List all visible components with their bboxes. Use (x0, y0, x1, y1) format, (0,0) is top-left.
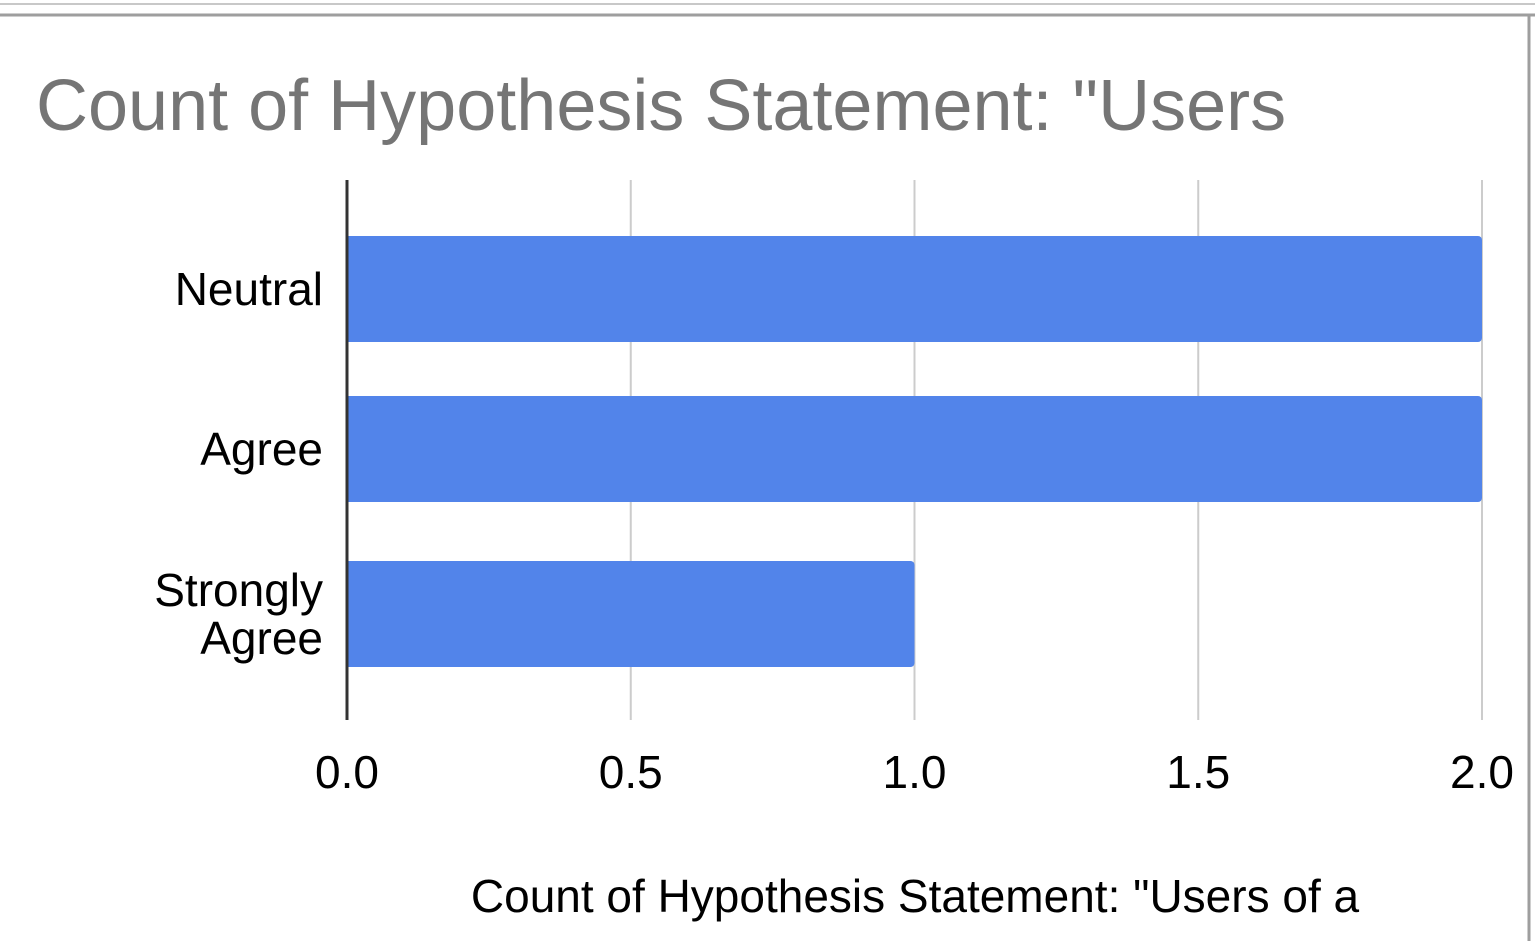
bar-left-edge (347, 396, 355, 502)
x-tick-label: 1.0 (883, 746, 947, 798)
category-label-line: Strongly (154, 564, 323, 616)
chart-title: Count of Hypothesis Statement: "Users (36, 66, 1286, 146)
category-label: Strongly Agree (154, 564, 323, 664)
sheet-gridlines (0, 3, 1535, 941)
bar-left-edge (347, 236, 355, 342)
category-label-line: Agree (200, 612, 323, 664)
category-label: Agree (200, 423, 323, 475)
bar-left-edge (347, 561, 355, 667)
x-tick-label: 2.0 (1450, 746, 1514, 798)
bars (347, 236, 1482, 667)
category-label-line: Agree (200, 423, 323, 475)
x-tick-labels: 0.0 0.5 1.0 1.5 2.0 (315, 746, 1514, 798)
category-label-line: Neutral (175, 263, 323, 315)
x-tick-label: 0.5 (599, 746, 663, 798)
bar[interactable] (347, 561, 915, 667)
bar[interactable] (347, 236, 1482, 342)
x-axis-title: Count of Hypothesis Statement: "Users of… (471, 870, 1360, 922)
x-tick-label: 1.5 (1166, 746, 1230, 798)
x-tick-label: 0.0 (315, 746, 379, 798)
category-label: Neutral (175, 263, 323, 315)
bar[interactable] (347, 396, 1482, 502)
